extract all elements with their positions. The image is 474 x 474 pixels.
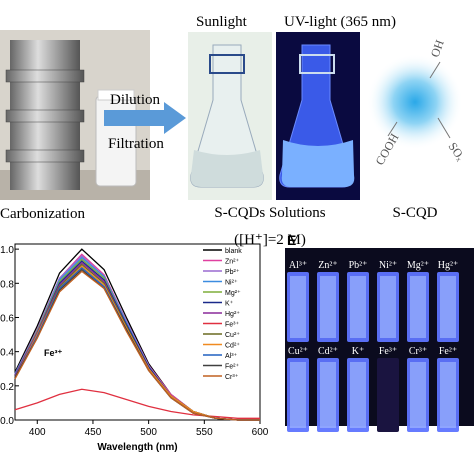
scqd-label: S-CQD: [392, 205, 437, 221]
solutions-label: S-CQDs Solutions: [214, 205, 325, 221]
cuvette-glow: [350, 276, 366, 338]
panel-label: E: [287, 232, 296, 248]
plot-frame: [14, 243, 261, 421]
x-tick-label: 600: [252, 427, 269, 438]
legend-label: Mg²⁺: [225, 290, 241, 297]
cuvette: [377, 358, 399, 432]
sunlight-label: Sunlight: [196, 14, 248, 30]
cuvette-label: Hg²⁺: [438, 260, 459, 271]
cuvette-glow: [380, 276, 396, 338]
cuvette-label: Zn²⁺: [318, 260, 337, 271]
cuvette-glow: [350, 362, 366, 428]
dilution-label: Dilution: [110, 92, 161, 108]
cuvette-glow: [440, 276, 456, 338]
scqd-dot: [367, 54, 463, 150]
cuvette-label: Fe²⁺: [439, 346, 457, 357]
spectrum-line: [14, 253, 260, 421]
cuvette-label: Al³⁺: [289, 260, 307, 271]
annotation: Fe³⁺: [44, 348, 63, 358]
cuvette-label: Pb²⁺: [349, 260, 368, 271]
x-axis-label: Wavelength (nm): [97, 442, 177, 453]
cuvette-label: Cd²⁺: [318, 346, 338, 357]
spectrum-line: [14, 256, 260, 421]
flask-photos: [188, 32, 360, 200]
y-tick-label: 1.0: [0, 245, 14, 256]
cuvette-glow: [320, 276, 336, 338]
bond: [429, 61, 441, 79]
legend-label: Fe²⁺: [225, 364, 240, 371]
legend-label: Hg²⁺: [225, 311, 240, 318]
x-tick-label: 400: [29, 427, 46, 438]
legend-label: Cr³⁺: [225, 374, 239, 381]
bond: [387, 121, 398, 137]
spectrum-line: [14, 270, 260, 421]
cuvette-glow: [290, 362, 306, 428]
legend-label: Cd²⁺: [225, 343, 240, 350]
cuvette-glow: [410, 276, 426, 338]
group-label: OH: [428, 38, 447, 59]
legend-label: Fe³⁺: [225, 322, 240, 329]
legend-label: K⁺: [225, 301, 234, 308]
y-tick-label: 0.6: [0, 313, 14, 324]
legend-label: blank: [225, 248, 242, 255]
cuvette-glow: [410, 362, 426, 428]
legend-label: Al³⁺: [225, 353, 238, 360]
spectrum-line: [14, 255, 260, 421]
cuvette-label: Ni²⁺: [379, 260, 397, 271]
x-tick-label: 550: [196, 427, 213, 438]
cuvette-glow: [290, 276, 306, 338]
bond: [437, 117, 451, 139]
cuvette-label: Fe³⁺: [379, 346, 397, 357]
process-arrow: [104, 102, 186, 134]
spectrum-chart: 400 450 500 550 600 0.0 0.2 0.4 0.6 0.8 1.0 Wavelen…: [0, 243, 269, 453]
filtration-label: Filtration: [108, 136, 164, 152]
x-tick-label: 450: [85, 427, 102, 438]
y-tick-label: 0.2: [0, 382, 14, 393]
x-tick-label: 500: [140, 427, 157, 438]
cuvette-glow: [320, 362, 336, 428]
spectrum-line: [14, 248, 260, 421]
y-tick-label: 0.0: [0, 416, 14, 427]
cuvette-glow: [440, 362, 456, 428]
y-tick-label: 0.4: [0, 348, 14, 359]
cuvette-label: K⁺: [352, 346, 365, 357]
legend-label: Pb²⁺: [225, 269, 240, 276]
carbonization-label: Carbonization: [0, 206, 85, 222]
legend-label: Cu²⁺: [225, 332, 240, 339]
cuvette-label: Cr³⁺: [409, 346, 427, 357]
y-tick-label: 0.8: [0, 279, 14, 290]
spectrum-line: [14, 388, 260, 419]
group-label: COOH: [372, 131, 401, 168]
legend-label: Zn²⁺: [225, 259, 240, 266]
uv-label: UV-light (365 nm): [284, 14, 396, 30]
cuvette-label: Cu²⁺: [288, 346, 308, 357]
group-label: SOₓ: [446, 140, 469, 164]
legend-label: Ni²⁺: [225, 280, 238, 287]
cuvette-label: Mg²⁺: [407, 260, 429, 271]
